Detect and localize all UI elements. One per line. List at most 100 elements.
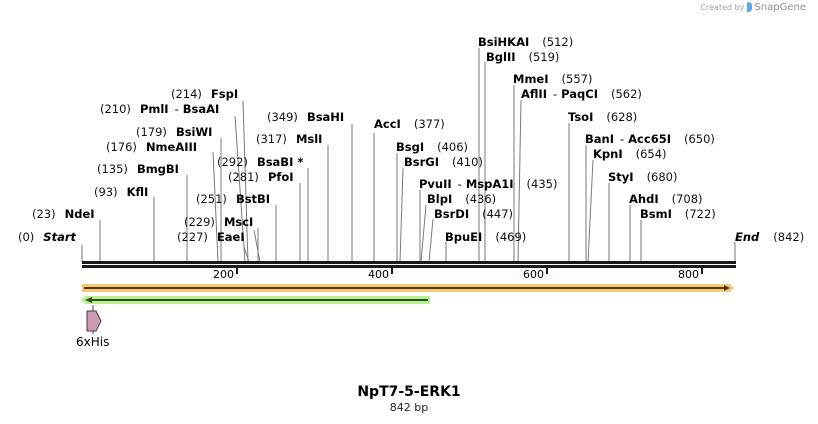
enzyme-pos: (410) bbox=[452, 155, 483, 169]
cut-line-fspi bbox=[242, 100, 249, 263]
enzyme-pos: (93) bbox=[94, 185, 118, 199]
enzyme-pos: (722) bbox=[684, 207, 716, 221]
enzyme-bmgbi[interactable]: (135) BmgBI bbox=[97, 162, 179, 176]
enzyme-bsiwi[interactable]: (179) BsiWI bbox=[136, 125, 212, 139]
cut-line-pmli bbox=[234, 115, 246, 263]
enzyme-name: BpuEI bbox=[445, 230, 483, 244]
cut-line-msci-b bbox=[253, 229, 261, 263]
enzyme-pvuii-mspa1i[interactable]: PvuII - MspA1I (435) bbox=[419, 177, 557, 191]
enzyme-name: PvuII bbox=[419, 177, 452, 191]
enzyme-separator: - bbox=[620, 132, 625, 146]
enzyme-name: BsgI bbox=[396, 140, 425, 154]
enzyme-bpuei[interactable]: BpuEI (469) bbox=[445, 230, 526, 244]
his-tag-feature bbox=[86, 305, 102, 334]
enzyme-pmli-bsaai[interactable]: (210) PmlI - BsaAI bbox=[100, 102, 219, 116]
enzyme-bstbi[interactable]: (251) BstBI bbox=[196, 192, 270, 206]
enzyme-bsrgi[interactable]: BsrGI (410) bbox=[404, 155, 483, 169]
ruler-ticks bbox=[236, 268, 703, 274]
enzyme-name: BsrDI bbox=[434, 207, 470, 221]
cut-line-eaei bbox=[243, 246, 250, 263]
enzyme-name: BsiHKAI bbox=[478, 35, 530, 49]
enzyme-name: MmeI bbox=[513, 72, 549, 86]
enzyme-name: KpnI bbox=[593, 147, 623, 161]
enzyme-pos: (680) bbox=[646, 170, 678, 184]
enzyme-kfli[interactable]: (93) KflI bbox=[94, 185, 148, 199]
enzyme-bsihkai[interactable]: BsiHKAI (512) bbox=[478, 35, 573, 49]
enzyme-nmeaiii[interactable]: (176) NmeAIII bbox=[106, 140, 197, 154]
enzyme-pos: (406) bbox=[437, 140, 469, 154]
tick-600 bbox=[546, 268, 548, 274]
snapgene-logo-icon bbox=[747, 2, 753, 12]
enzyme-name: PfoI bbox=[267, 170, 294, 184]
cut-lines bbox=[81, 48, 736, 263]
enzyme-bsgi[interactable]: BsgI (406) bbox=[396, 140, 468, 154]
enzyme-bglii[interactable]: BglII (519) bbox=[486, 50, 559, 64]
backbone-bottom-strand bbox=[82, 265, 736, 268]
enzyme-acci[interactable]: AccI (377) bbox=[374, 117, 445, 131]
cut-line-bsrgi bbox=[399, 167, 404, 263]
enzyme-pos: (292) bbox=[217, 155, 248, 169]
enzyme-bsrdi[interactable]: BsrDI (447) bbox=[434, 207, 513, 221]
enzyme-fspi[interactable]: (214) FspI bbox=[171, 87, 238, 101]
enzyme-separator: - bbox=[552, 87, 558, 101]
enzyme-name-2: PaqCI bbox=[561, 87, 598, 101]
tick-label-400: 400 bbox=[368, 268, 389, 281]
enzyme-pos: (650) bbox=[683, 132, 715, 146]
credit-brand: SnapGene bbox=[754, 2, 806, 13]
enzyme-blpi[interactable]: BlpI (436) bbox=[427, 192, 496, 206]
cut-line-blpi bbox=[420, 204, 427, 263]
enzyme-bsabi[interactable]: (292) BsaBI * bbox=[217, 155, 303, 169]
enzyme-name: TsoI bbox=[568, 110, 594, 124]
enzyme-pos: (435) bbox=[526, 177, 558, 191]
enzyme-name: BmgBI bbox=[136, 162, 179, 176]
enzyme-separator: - bbox=[174, 102, 179, 116]
enzyme-name: AccI bbox=[374, 117, 401, 131]
enzyme-pos: (227) bbox=[177, 230, 208, 244]
enzyme-pos: (317) bbox=[256, 132, 287, 146]
enzyme-pos: (562) bbox=[610, 87, 642, 101]
tick-label-600: 600 bbox=[523, 268, 544, 281]
enzyme-ndei[interactable]: (23) NdeI bbox=[32, 207, 95, 221]
enzyme-name: BanI bbox=[585, 132, 614, 146]
enzyme-name: StyI bbox=[608, 170, 634, 184]
enzyme-msli[interactable]: (317) MslI bbox=[256, 132, 322, 146]
enzyme-aflii-paqci[interactable]: AflII - PaqCI (562) bbox=[521, 87, 642, 101]
enzyme-name: KflI bbox=[126, 185, 149, 199]
enzyme-bsahi[interactable]: (349) BsaHI bbox=[267, 110, 344, 124]
enzyme-eaei[interactable]: (227) EaeI bbox=[177, 230, 245, 244]
enzyme-mmei[interactable]: MmeI (557) bbox=[513, 72, 592, 86]
end-label: End (842) bbox=[735, 230, 804, 244]
enzyme-ahdi[interactable]: AhdI (708) bbox=[629, 192, 703, 206]
enzyme-separator: - bbox=[457, 177, 462, 191]
enzyme-bsmi[interactable]: BsmI (722) bbox=[640, 207, 716, 221]
start-name: Start bbox=[43, 230, 77, 244]
enzyme-pos: (281) bbox=[228, 170, 259, 184]
enzyme-tsoi[interactable]: TsoI (628) bbox=[568, 110, 637, 124]
enzyme-pos: (469) bbox=[495, 230, 527, 244]
enzyme-name: BsrGI bbox=[404, 155, 439, 169]
enzyme-pos: (349) bbox=[267, 110, 298, 124]
enzyme-bani-acc65i[interactable]: BanI - Acc65I (650) bbox=[585, 132, 715, 146]
enzyme-name-2: MspA1I bbox=[465, 177, 514, 191]
enzyme-kpni[interactable]: KpnI (654) bbox=[593, 147, 667, 161]
enzyme-pfoi[interactable]: (281) PfoI bbox=[228, 170, 294, 184]
end-name: End bbox=[735, 230, 760, 244]
enzyme-pos: (176) bbox=[106, 140, 137, 154]
green-feature-arrow bbox=[81, 295, 430, 305]
enzyme-name: EaeI bbox=[216, 230, 245, 244]
enzyme-name: AflII bbox=[521, 87, 547, 101]
enzyme-name: BsaHI bbox=[306, 110, 345, 124]
enzyme-name-2: BsaAI bbox=[182, 102, 220, 116]
enzyme-pos: (447) bbox=[482, 207, 514, 221]
his-tag-label[interactable]: 6xHis bbox=[76, 335, 110, 349]
enzyme-pos: (557) bbox=[561, 72, 593, 86]
enzyme-msci[interactable]: (229) MscI bbox=[184, 215, 253, 229]
enzyme-styi[interactable]: StyI (680) bbox=[608, 170, 678, 184]
enzyme-pos: (512) bbox=[542, 35, 574, 49]
enzyme-name: NmeAIII bbox=[145, 140, 198, 154]
enzyme-pos: (377) bbox=[413, 117, 445, 131]
enzyme-name: BsmI bbox=[640, 207, 672, 221]
start-label: (0) Start bbox=[18, 230, 76, 244]
end-pos: (842) bbox=[773, 230, 805, 244]
